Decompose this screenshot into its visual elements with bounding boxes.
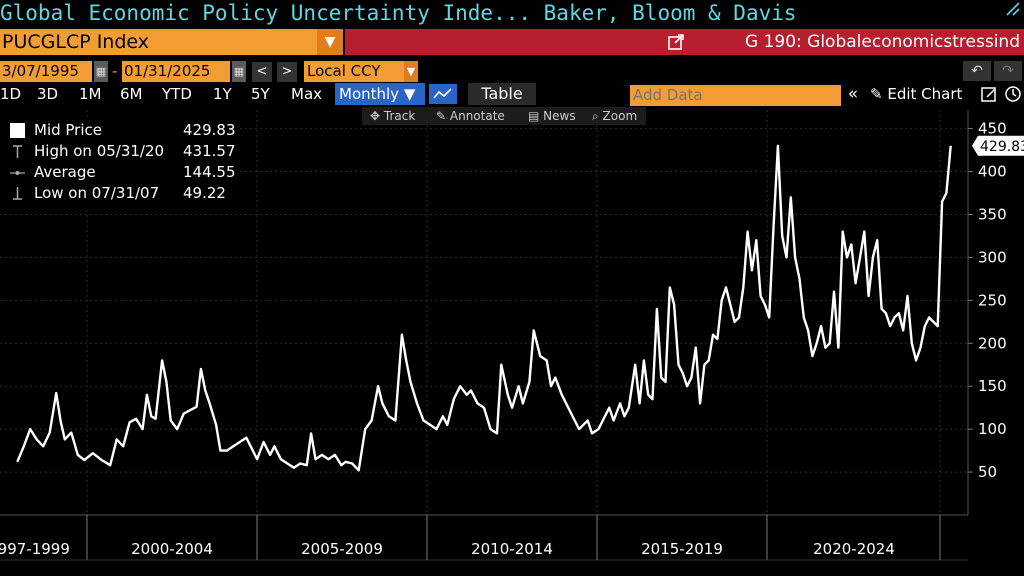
date-range-row: 3/07/1995 ▦ - 01/31/2025 ▦ < > Local CCY… [0, 58, 1024, 84]
chart-toolbar: ✥ Track ✎ Annotate ▤ News ⌕ Zoom [362, 107, 646, 125]
currency-select[interactable]: Local CCY [304, 61, 405, 82]
news-tool[interactable]: ▤ News [528, 107, 576, 125]
export-icon[interactable] [667, 33, 685, 51]
period-row: 1D 3D 1M 6M YTD 1Y 5Y Max Monthly ▼ Tabl… [0, 83, 1024, 107]
period-max[interactable]: Max [291, 85, 323, 103]
ticker-field[interactable]: PUCGLCP Index ▼ [0, 29, 343, 55]
frequency-select[interactable]: Monthly ▼ [335, 83, 425, 105]
annotate-label: Annotate [449, 109, 505, 123]
y-tick-label: 450 [978, 120, 1007, 138]
y-tick-label: 150 [978, 377, 1007, 395]
period-6m[interactable]: 6M [120, 85, 143, 103]
ticker-text: PUCGLCP Index [2, 31, 150, 53]
y-tick-label: 250 [978, 291, 1007, 309]
x-tick-label: 2010-2014 [471, 540, 553, 558]
zoom-tool[interactable]: ⌕ Zoom [592, 107, 637, 125]
legend-high[interactable]: High on 05/31/20 431.57 [0, 141, 238, 162]
legend-value: 144.55 [183, 163, 236, 181]
series-line [16, 144, 952, 472]
legend-value: 49.22 [183, 184, 226, 202]
next-arrow-icon[interactable]: > [277, 62, 297, 82]
annotate-tool[interactable]: ✎ Annotate [436, 107, 505, 125]
legend-label: High on 05/31/20 [34, 142, 165, 160]
page-title: Global Economic Policy Uncertainty Inde.… [0, 1, 797, 25]
chart-legend: Mid Price 429.83 High on 05/31/20 431.57… [0, 120, 238, 210]
edit-chart-button[interactable]: ✎ Edit Chart [870, 83, 962, 105]
collapse-icon[interactable]: « [847, 84, 859, 104]
legend-low[interactable]: Low on 07/31/07 49.22 [0, 183, 238, 204]
clock-icon[interactable] [1004, 85, 1022, 103]
x-tick-label: 2015-2019 [641, 540, 723, 558]
table-button[interactable]: Table [468, 83, 536, 105]
undo-icon[interactable]: ↶ [963, 61, 991, 81]
average-marker-icon [10, 171, 25, 175]
prev-arrow-icon[interactable]: < [252, 62, 272, 82]
line-chart-icon[interactable] [429, 84, 457, 104]
low-marker-icon [13, 187, 22, 200]
redo-icon[interactable]: ↷ [994, 61, 1022, 81]
end-date-field[interactable]: 01/31/2025 [122, 61, 230, 82]
legend-mid-price[interactable]: Mid Price 429.83 [0, 120, 238, 141]
ticker-dropdown-icon[interactable]: ▼ [317, 29, 343, 55]
track-tool[interactable]: ✥ Track [370, 107, 415, 125]
date-separator: - [112, 62, 118, 80]
legend-label: Low on 07/31/07 [34, 184, 160, 202]
y-tick-label: 200 [978, 334, 1007, 352]
period-3d[interactable]: 3D [37, 85, 59, 103]
last-price-tag [972, 135, 1024, 156]
zoom-icon: ⌕ [592, 109, 603, 123]
legend-value: 431.57 [183, 142, 236, 160]
pencil-icon: ✎ [870, 85, 888, 103]
currency-dropdown-icon[interactable]: ▼ [404, 61, 418, 82]
period-1m[interactable]: 1M [79, 85, 102, 103]
period-5y[interactable]: 5Y [251, 85, 270, 103]
start-date-field[interactable]: 3/07/1995 [0, 61, 92, 82]
zoom-label: Zoom [602, 109, 638, 123]
y-tick-label: 50 [978, 463, 997, 481]
track-label: Track [383, 109, 416, 123]
news-icon: ▤ [528, 109, 544, 123]
x-tick-label: 2020-2024 [813, 540, 895, 558]
x-tick-label: 1997-1999 [0, 540, 70, 558]
y-tick-label: 400 [978, 163, 1007, 181]
graph-header: G 190: Globaleconomicstressind [345, 29, 1024, 55]
legend-label: Average [34, 163, 96, 181]
series-swatch [10, 123, 25, 138]
graph-label: G 190: Globaleconomicstressind [745, 32, 1020, 52]
legend-value: 429.83 [183, 121, 236, 139]
resize-icon[interactable] [1004, 0, 1022, 18]
x-tick-label: 2000-2004 [131, 540, 213, 558]
period-1y[interactable]: 1Y [213, 85, 232, 103]
start-calendar-icon[interactable]: ▦ [94, 61, 108, 82]
y-tick-label: 100 [978, 420, 1007, 438]
end-calendar-icon[interactable]: ▦ [232, 61, 246, 82]
last-price-label: 429.83 [980, 139, 1024, 155]
x-tick-label: 2005-2009 [301, 540, 383, 558]
legend-label: Mid Price [34, 121, 102, 139]
settings-icon[interactable] [980, 85, 998, 103]
period-1d[interactable]: 1D [0, 85, 22, 103]
track-icon: ✥ [370, 109, 384, 123]
news-label: News [543, 109, 576, 123]
title-bar: Global Economic Policy Uncertainty Inde.… [0, 0, 1024, 28]
annotate-icon: ✎ [436, 109, 450, 123]
edit-chart-label: Edit Chart [887, 85, 963, 103]
security-row: PUCGLCP Index ▼ G 190: Globaleconomicstr… [0, 28, 1024, 56]
y-tick-label: 300 [978, 248, 1007, 266]
period-ytd[interactable]: YTD [162, 85, 192, 103]
legend-average[interactable]: Average 144.55 [0, 162, 238, 183]
add-data-input[interactable] [630, 85, 841, 106]
y-tick-label: 350 [978, 205, 1007, 223]
high-marker-icon [13, 145, 22, 158]
